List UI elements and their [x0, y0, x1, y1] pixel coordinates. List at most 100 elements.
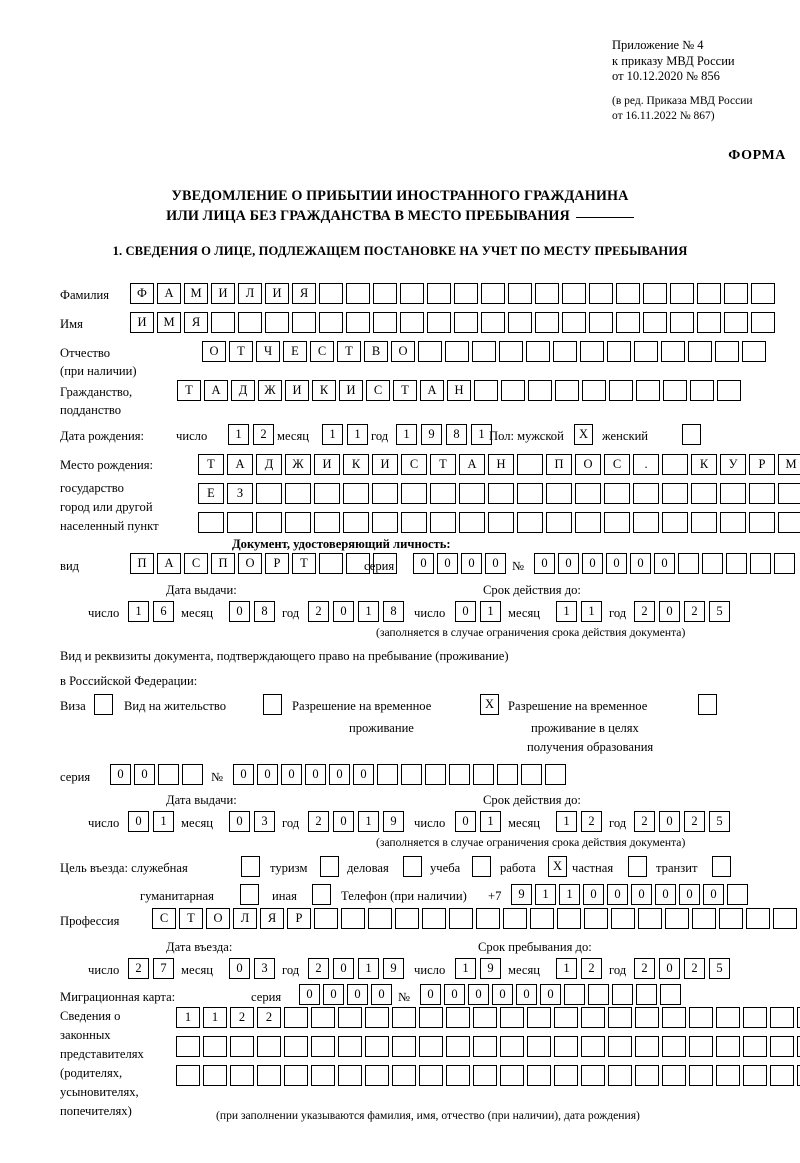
- form-cell[interactable]: [662, 483, 688, 504]
- form-cell[interactable]: [446, 1065, 470, 1086]
- form-cell[interactable]: 0: [516, 984, 537, 1005]
- form-cell[interactable]: [662, 512, 688, 533]
- form-cell[interactable]: [476, 908, 500, 929]
- form-cell[interactable]: [580, 341, 604, 362]
- form-cell[interactable]: [553, 341, 577, 362]
- form-cell[interactable]: [773, 908, 797, 929]
- form-cell[interactable]: П: [130, 553, 154, 574]
- form-cell[interactable]: [751, 283, 775, 304]
- form-cell[interactable]: 2: [684, 958, 705, 979]
- purpose-official-checkbox[interactable]: [241, 856, 260, 877]
- form-cell[interactable]: [311, 1007, 335, 1028]
- form-cell[interactable]: А: [204, 380, 228, 401]
- form-cell[interactable]: Я: [292, 283, 316, 304]
- form-cell[interactable]: 0: [110, 764, 131, 785]
- form-cell[interactable]: 5: [709, 958, 730, 979]
- form-cell[interactable]: О: [238, 553, 262, 574]
- form-cell[interactable]: 2: [581, 811, 602, 832]
- form-cell[interactable]: 1: [347, 424, 368, 445]
- form-cell[interactable]: 0: [229, 958, 250, 979]
- form-cell[interactable]: М: [157, 312, 181, 333]
- form-cell[interactable]: И: [314, 454, 340, 475]
- form-cell[interactable]: 0: [299, 984, 320, 1005]
- form-cell[interactable]: Т: [177, 380, 201, 401]
- form-cell[interactable]: [314, 908, 338, 929]
- form-cell[interactable]: [530, 908, 554, 929]
- form-cell[interactable]: [497, 764, 518, 785]
- form-cell[interactable]: [285, 483, 311, 504]
- form-cell[interactable]: 2: [684, 601, 705, 622]
- form-cell[interactable]: [554, 1036, 578, 1057]
- form-cell[interactable]: Н: [488, 454, 514, 475]
- form-cell[interactable]: 0: [455, 601, 476, 622]
- form-cell[interactable]: 2: [634, 811, 655, 832]
- form-cell[interactable]: [661, 341, 685, 362]
- form-cell[interactable]: А: [157, 553, 181, 574]
- form-cell[interactable]: [612, 984, 633, 1005]
- form-cell[interactable]: 0: [540, 984, 561, 1005]
- form-cell[interactable]: [797, 1036, 800, 1057]
- form-cell[interactable]: [751, 312, 775, 333]
- form-cell[interactable]: К: [343, 454, 369, 475]
- form-cell[interactable]: [238, 312, 262, 333]
- form-cell[interactable]: [449, 908, 473, 929]
- form-cell[interactable]: [770, 1007, 794, 1028]
- form-cell[interactable]: [500, 1036, 524, 1057]
- form-cell[interactable]: [584, 908, 608, 929]
- form-cell[interactable]: [425, 764, 446, 785]
- form-cell[interactable]: [346, 553, 370, 574]
- form-cell[interactable]: [338, 1036, 362, 1057]
- form-cell[interactable]: [633, 483, 659, 504]
- form-cell[interactable]: С: [366, 380, 390, 401]
- form-cell[interactable]: [742, 341, 766, 362]
- sex-male-checkbox[interactable]: X: [574, 424, 593, 445]
- form-cell[interactable]: 0: [413, 553, 434, 574]
- form-cell[interactable]: [665, 908, 689, 929]
- form-cell[interactable]: [535, 312, 559, 333]
- form-cell[interactable]: [770, 1036, 794, 1057]
- form-cell[interactable]: 0: [582, 553, 603, 574]
- form-cell[interactable]: 0: [444, 984, 465, 1005]
- form-cell[interactable]: Ф: [130, 283, 154, 304]
- form-cell[interactable]: 5: [709, 601, 730, 622]
- form-cell[interactable]: О: [391, 341, 415, 362]
- birth-place-line-3-cells[interactable]: [198, 512, 800, 533]
- form-cell[interactable]: [528, 380, 552, 401]
- form-cell[interactable]: 1: [556, 958, 577, 979]
- form-cell[interactable]: 1: [556, 601, 577, 622]
- form-cell[interactable]: 0: [558, 553, 579, 574]
- form-cell[interactable]: [346, 312, 370, 333]
- form-cell[interactable]: 1: [358, 601, 379, 622]
- form-cell[interactable]: Т: [393, 380, 417, 401]
- form-cell[interactable]: 0: [703, 884, 724, 905]
- form-cell[interactable]: [488, 512, 514, 533]
- form-cell[interactable]: А: [227, 454, 253, 475]
- purpose-tourism-checkbox[interactable]: [320, 856, 339, 877]
- form-cell[interactable]: [749, 483, 775, 504]
- form-cell[interactable]: [365, 1065, 389, 1086]
- form-cell[interactable]: [634, 341, 658, 362]
- form-cell[interactable]: [564, 984, 585, 1005]
- form-cell[interactable]: 5: [709, 811, 730, 832]
- form-cell[interactable]: И: [285, 380, 309, 401]
- form-cell[interactable]: Т: [337, 341, 361, 362]
- form-cell[interactable]: [182, 764, 203, 785]
- form-cell[interactable]: 1: [322, 424, 343, 445]
- form-cell[interactable]: Т: [198, 454, 224, 475]
- form-cell[interactable]: [473, 1007, 497, 1028]
- form-cell[interactable]: 0: [347, 984, 368, 1005]
- form-cell[interactable]: Ж: [285, 454, 311, 475]
- form-cell[interactable]: [401, 512, 427, 533]
- form-cell[interactable]: 0: [128, 811, 149, 832]
- form-cell[interactable]: [774, 553, 795, 574]
